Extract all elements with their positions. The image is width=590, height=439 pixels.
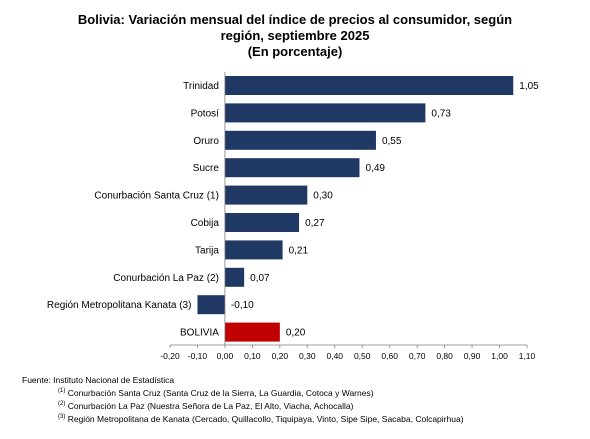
- x-tick-label-11: 0,90: [464, 351, 481, 361]
- category-label-3: Sucre: [193, 163, 220, 174]
- bars-layer: Trinidad 1,05 Potosí 0,73 Oruro 0,55 Sucre 0,49…: [47, 76, 539, 342]
- footnote-1: (1) Conurbación Santa Cruz (Santa Cruz d…: [22, 386, 464, 399]
- bar-0: [224, 76, 514, 95]
- value-label-0: 1,05: [519, 81, 539, 92]
- bar-5: [224, 213, 300, 232]
- bar-6: [224, 240, 283, 260]
- footnote-2: (2) Conurbación La Paz (Nuestra Señora d…: [22, 399, 464, 412]
- value-label-3: 0,49: [365, 163, 385, 174]
- value-label-2: 0,55: [382, 136, 402, 147]
- x-tick-label-7: 0,50: [354, 351, 371, 361]
- value-label-7: 0,07: [250, 273, 270, 284]
- title-line-3: (En porcentaje): [247, 44, 343, 59]
- x-tick-label-9: 0,70: [409, 351, 426, 361]
- x-tick-label-8: 0,60: [381, 351, 398, 361]
- value-label-5: 0,27: [305, 218, 325, 229]
- category-label-2: Oruro: [193, 136, 219, 147]
- x-tick-label-10: 0,80: [436, 351, 453, 361]
- category-label-0: Trinidad: [183, 81, 219, 92]
- value-label-6: 0,21: [289, 245, 309, 256]
- value-label-8: -0,10: [231, 300, 254, 311]
- footnote-1-text: Conurbación Santa Cruz (Santa Cruz de la…: [67, 387, 374, 398]
- x-tick-label-0: -0,20: [160, 351, 180, 361]
- bar-1: [224, 103, 426, 123]
- footnote-3-num: (3): [58, 413, 66, 420]
- source-line: Fuente: Instituto Nacional de Estadístic…: [22, 375, 175, 385]
- bar-7: [224, 267, 245, 287]
- chart-footer: Fuente: Instituto Nacional de Estadístic…: [22, 375, 464, 424]
- value-label-1: 0,73: [431, 108, 451, 119]
- x-tick-label-13: 1,10: [519, 351, 536, 361]
- x-tick-label-2: 0,00: [217, 351, 234, 361]
- category-label-6: Tarija: [195, 245, 219, 256]
- x-axis: -0,20 -0,10 0,00 0,10 0,20 0,30 0,40 0,50 0,60 0,…: [160, 72, 536, 361]
- category-label-8: Región Metropolitana Kanata (3): [47, 300, 192, 311]
- footnote-2-num: (2): [58, 400, 66, 407]
- x-tick-label-3: 0,10: [244, 351, 261, 361]
- title-line-1: Bolivia: Variación mensual del índice de…: [77, 12, 513, 27]
- footnote-3-text: Región Metropolitana de Kanata (Cercado,…: [67, 413, 464, 424]
- footnote-2-text: Conurbación La Paz (Nuestra Señora de La…: [67, 400, 354, 411]
- bar-2: [224, 130, 376, 150]
- bar-8: [197, 295, 225, 315]
- chart-title: Bolivia: Variación mensual del índice de…: [0, 12, 590, 60]
- value-label-4: 0,30: [313, 191, 333, 202]
- category-label-9: BOLIVIA: [180, 328, 219, 339]
- x-tick-label-4: 0,20: [272, 351, 289, 361]
- bar-4: [224, 185, 308, 205]
- footnote-1-num: (1): [58, 388, 66, 394]
- x-tick-label-12: 1,00: [491, 351, 508, 361]
- x-tick-label-6: 0,40: [326, 351, 343, 361]
- category-label-7: Conurbación La Paz (2): [113, 273, 219, 284]
- bar-3: [224, 158, 360, 178]
- bar-9: [224, 322, 280, 342]
- category-label-1: Potosí: [191, 108, 220, 119]
- x-tick-label-5: 0,30: [299, 351, 316, 361]
- footnote-3: (3) Región Metropolitana de Kanata (Cerc…: [22, 412, 464, 425]
- category-label-4: Conurbación Santa Cruz (1): [94, 191, 219, 202]
- category-label-5: Cobija: [191, 218, 220, 229]
- value-label-9: 0,20: [286, 328, 306, 339]
- title-line-2: región, septiembre 2025: [220, 28, 370, 43]
- x-tick-label-1: -0,10: [188, 351, 208, 361]
